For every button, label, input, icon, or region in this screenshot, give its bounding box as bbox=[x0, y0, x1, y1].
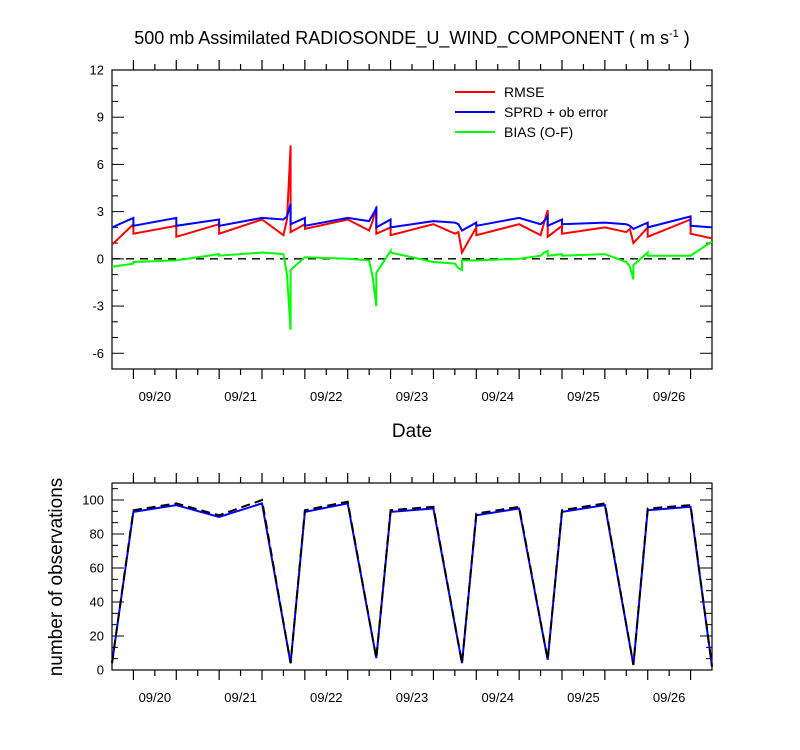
bottom-date-label: 09/23 bbox=[396, 690, 429, 705]
top-date-label: 09/24 bbox=[481, 389, 514, 404]
top-date-label: 09/21 bbox=[224, 389, 257, 404]
top-x-axis-title: Date bbox=[392, 421, 432, 442]
bottom-date-label: 09/20 bbox=[139, 690, 172, 705]
bottom-series-assimilated bbox=[111, 502, 713, 667]
bottom-date-label: 09/21 bbox=[224, 690, 257, 705]
top-plot-frame bbox=[111, 69, 713, 370]
top-y-tick-label: 12 bbox=[90, 63, 104, 78]
bottom-y-tick-label: 60 bbox=[90, 561, 104, 576]
top-series-sprd-ob-error bbox=[111, 203, 713, 232]
chart-title-main: 500 mb Assimilated RADIOSONDE_U_WIND_COM… bbox=[134, 28, 669, 49]
bottom-date-label: 09/22 bbox=[310, 690, 343, 705]
top-y-tick-label: 9 bbox=[97, 110, 104, 125]
bottom-y-axis-title: number of observations bbox=[46, 478, 67, 677]
bottom-date-label: 09/26 bbox=[653, 690, 686, 705]
top-date-label: 09/23 bbox=[396, 389, 429, 404]
bottom-y-tick-label: 80 bbox=[90, 527, 104, 542]
bottom-date-label: 09/24 bbox=[481, 690, 514, 705]
bottom-y-tick-label: 0 bbox=[97, 663, 104, 678]
top-series-bias-o-f bbox=[111, 240, 713, 330]
chart-title-sup: -1 bbox=[669, 28, 679, 40]
top-y-tick-label: 0 bbox=[97, 251, 104, 266]
top-date-label: 09/22 bbox=[310, 389, 343, 404]
bottom-y-tick-label: 40 bbox=[90, 595, 104, 610]
top-y-tick-label: -6 bbox=[92, 346, 104, 361]
chart-title: 500 mb Assimilated RADIOSONDE_U_WIND_COM… bbox=[134, 28, 690, 49]
top-series-rmse bbox=[111, 145, 713, 256]
bottom-chart: 0 20 40 60 80 100 09/20 09/21 09/22 09/23 09/24 09/… bbox=[82, 473, 713, 705]
top-date-label: 09/26 bbox=[653, 389, 686, 404]
legend-label-2: BIAS (O-F) bbox=[504, 124, 573, 140]
bottom-date-label: 09/25 bbox=[567, 690, 600, 705]
bottom-series-possible bbox=[111, 498, 713, 667]
chart-title-close: ) bbox=[679, 28, 690, 48]
bottom-y-tick-label: 20 bbox=[90, 629, 104, 644]
top-date-label: 09/25 bbox=[567, 389, 600, 404]
top-chart: -6 -3 0 3 6 9 12 09/20 09/21 09/22 09/23 09/24 09/25… bbox=[90, 60, 713, 404]
top-y-tick-label: 6 bbox=[97, 157, 104, 172]
top-date-label: 09/20 bbox=[139, 389, 172, 404]
legend-label-1: SPRD + ob error bbox=[504, 104, 608, 120]
top-y-tick-label: -3 bbox=[92, 299, 104, 314]
top-y-tick-label: 3 bbox=[97, 204, 104, 219]
bottom-y-tick-label: 100 bbox=[82, 493, 104, 508]
legend-label-0: RMSE bbox=[504, 84, 544, 100]
